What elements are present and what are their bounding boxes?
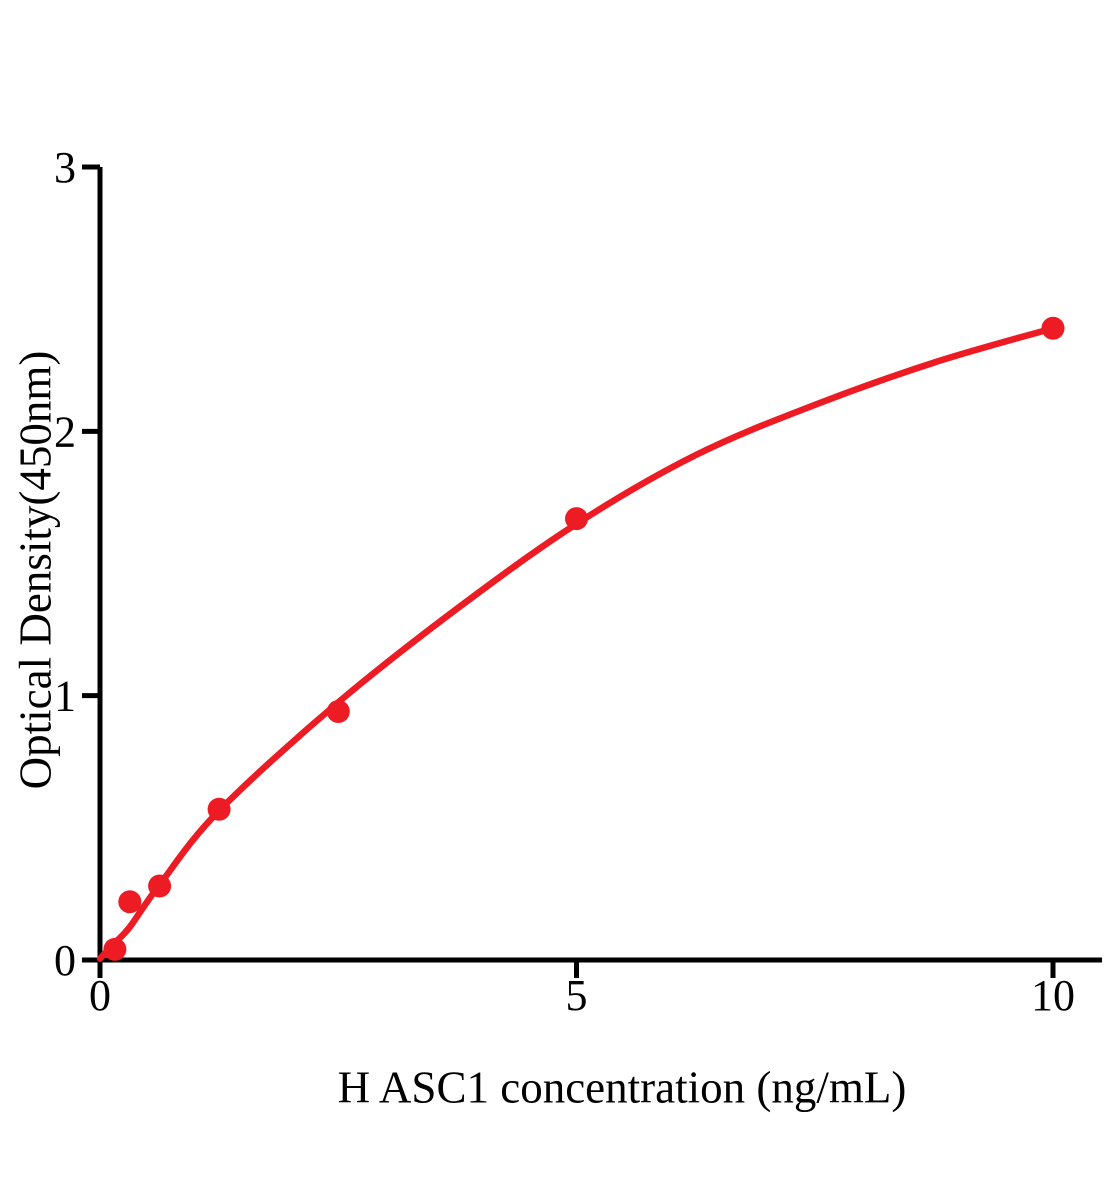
y-tick-label: 0 xyxy=(54,936,76,985)
data-point xyxy=(565,507,588,531)
data-point xyxy=(148,874,172,898)
data-point xyxy=(207,797,231,821)
axes-spines xyxy=(97,167,1102,963)
data-point xyxy=(118,890,142,914)
y-axis-title: Optical Density(450nm) xyxy=(10,350,61,790)
x-tick-label: 0 xyxy=(89,971,111,1020)
y-tick-label: 3 xyxy=(54,143,76,192)
data-point xyxy=(1041,316,1065,340)
x-axis-title: H ASC1 concentration (ng/mL) xyxy=(337,1062,907,1113)
fit-curve xyxy=(96,324,1057,962)
y-tick-label: 1 xyxy=(54,672,76,721)
x-tick-label: 10 xyxy=(1031,971,1075,1020)
y-tick-label: 2 xyxy=(54,407,76,456)
data-point xyxy=(103,937,127,961)
x-tick-label: 5 xyxy=(566,971,588,1020)
data-point xyxy=(326,700,350,723)
